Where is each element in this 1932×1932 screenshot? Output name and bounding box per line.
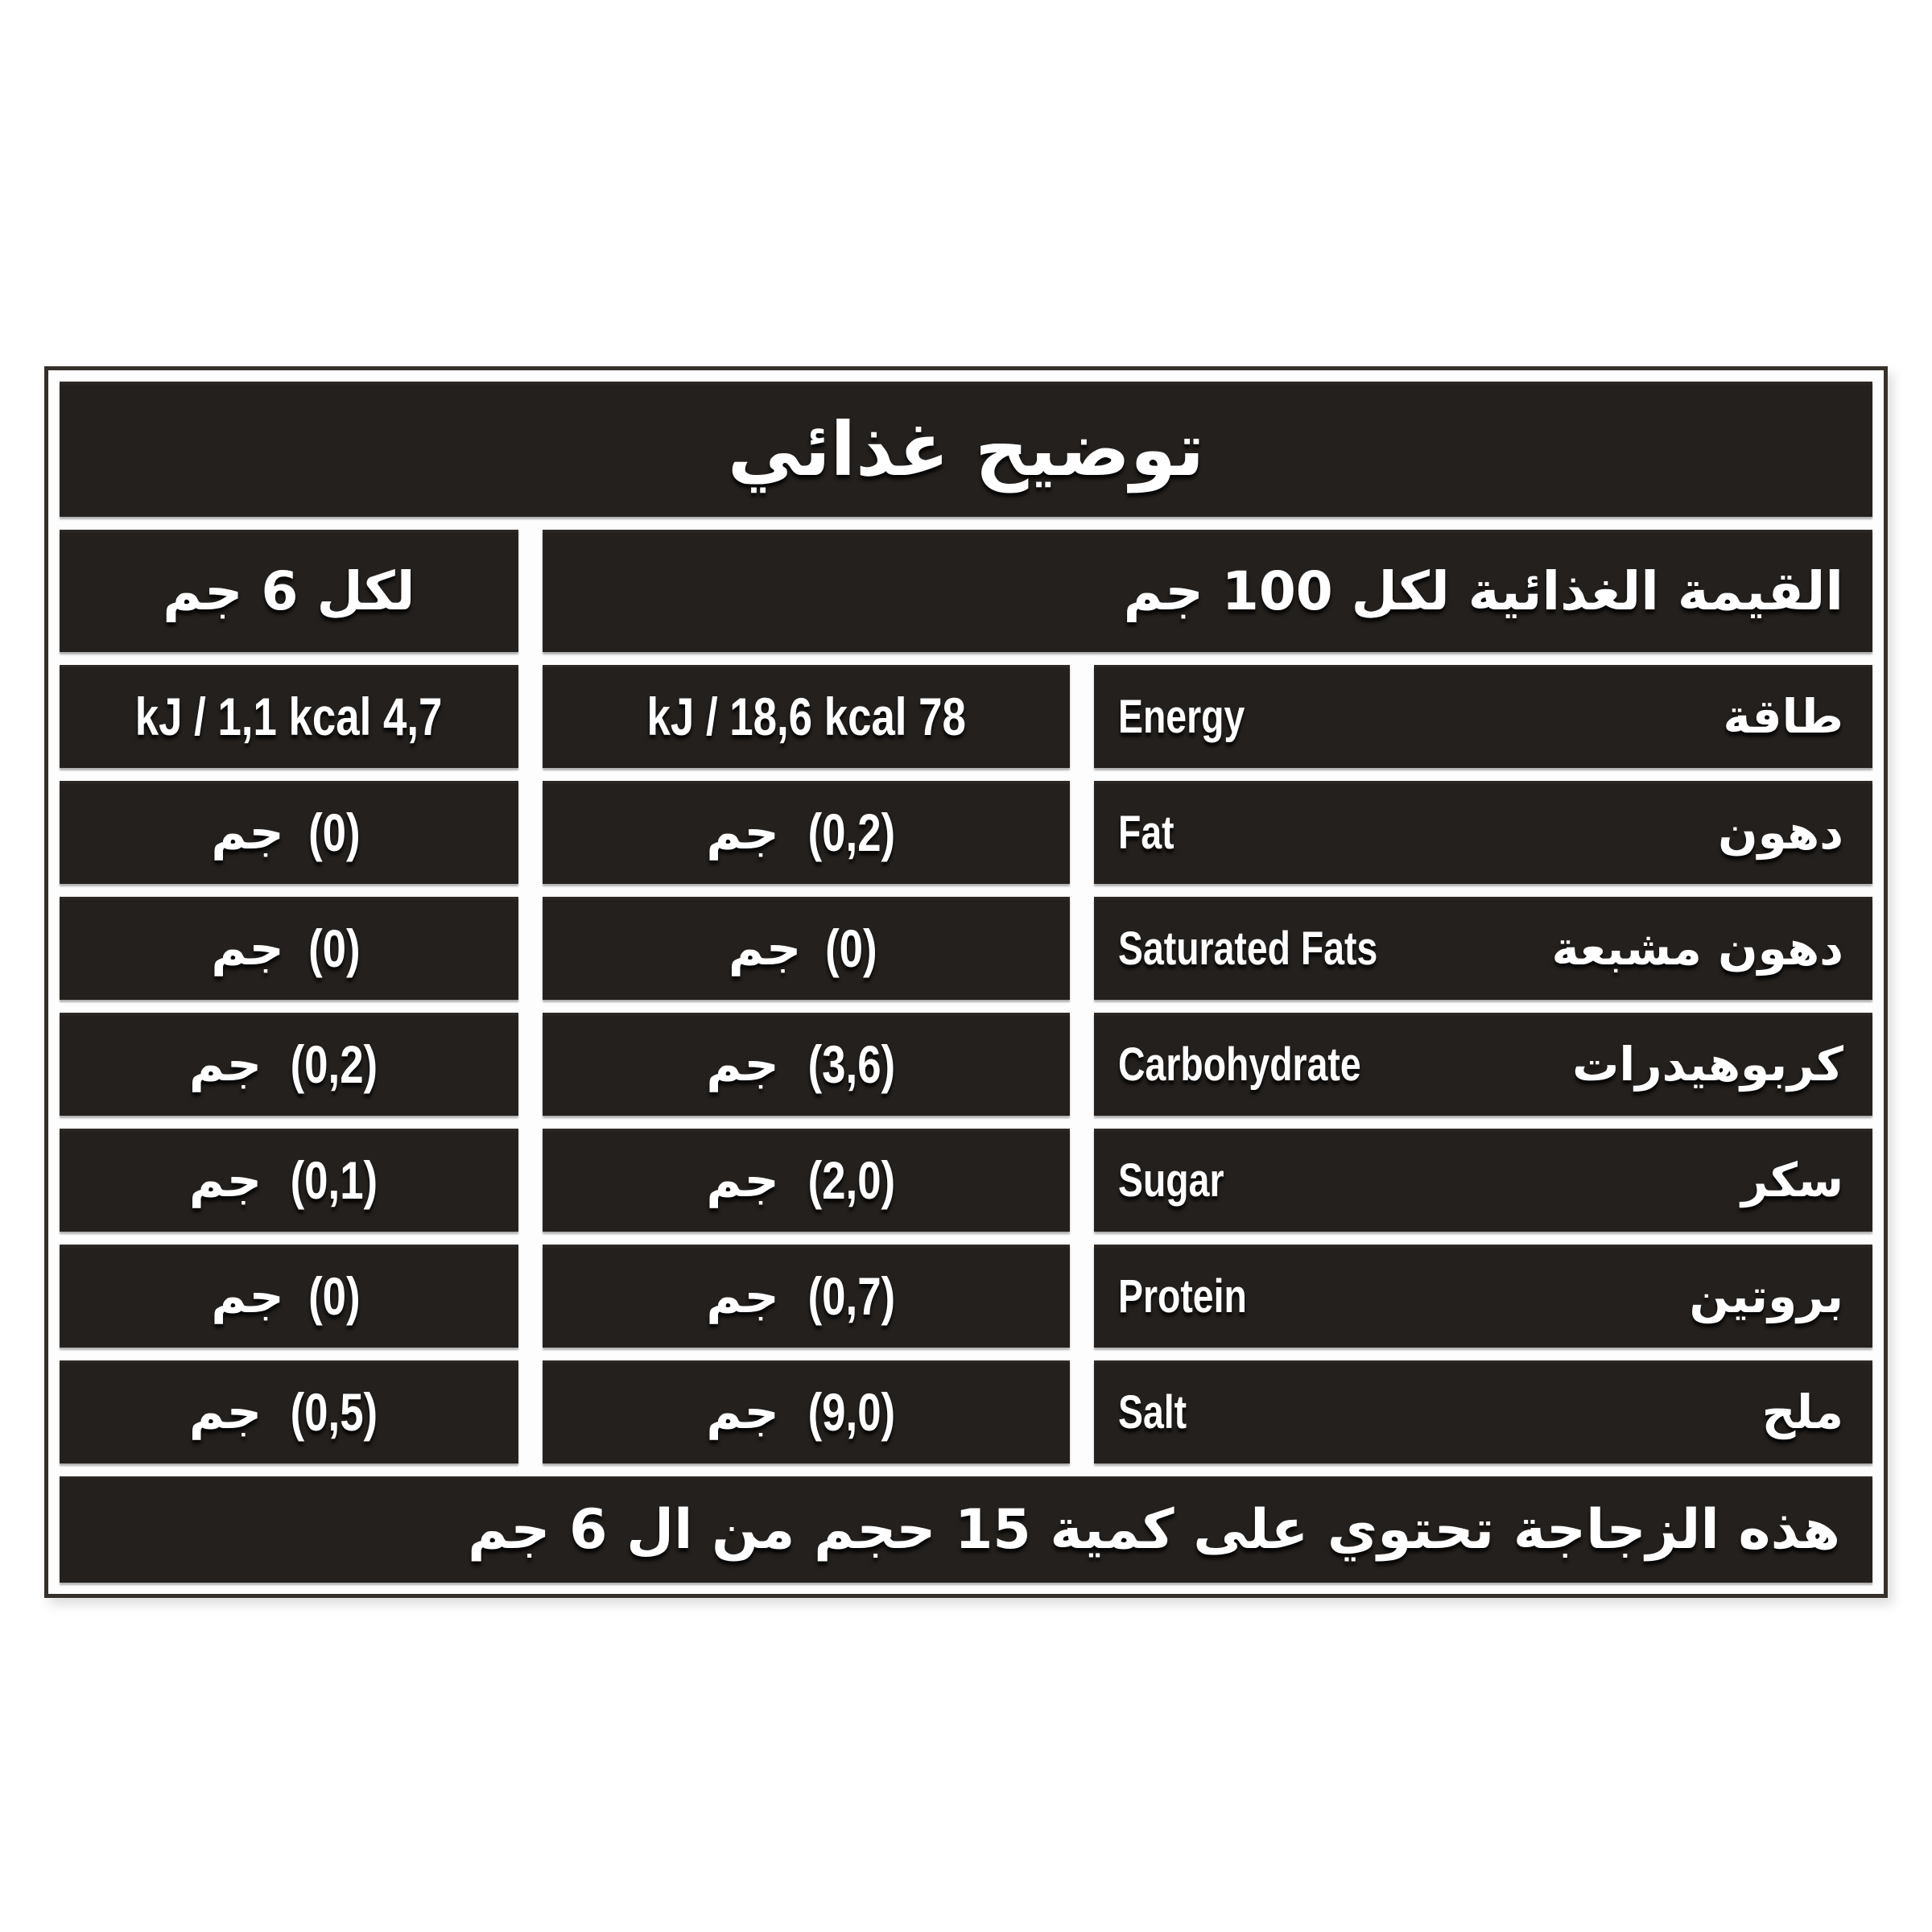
fat-value-per-100g: (0,2) جم [542,781,1071,884]
fat-name-en: Fat [1118,806,1174,859]
salt-value-per-6g: (0,5) جم [60,1360,518,1463]
salt-per-100g-amount: (9,0) [807,1382,895,1442]
saturated-fats-per-100g-amount: (0) [825,919,877,978]
gram-unit: جم [706,1036,779,1092]
row-salt: (0,5) جم (9,0) جم Salt ملح [60,1360,1872,1463]
sugar-name-ar: سكر [1741,1153,1843,1208]
protein-name-en: Protein [1118,1269,1247,1323]
per-100g-column-header: القيمة الغذائية لكل 100 جم [542,530,1872,652]
energy-value-per-100g: 78 kJ / 18,6 kcal [542,665,1071,768]
protein-name-cell: Protein بروتين [1094,1245,1872,1348]
energy-name-ar: طاقة [1723,689,1843,744]
carbohydrate-name-ar: كربوهيدرات [1572,1037,1843,1092]
gram-unit: جم [706,1152,779,1208]
column-header-row: لكل 6 جم القيمة الغذائية لكل 100 جم [60,530,1872,652]
carbohydrate-name-cell: Carbohydrate كربوهيدرات [1094,1013,1872,1116]
gram-unit: جم [211,920,284,976]
sugar-name-cell: Sugar سكر [1094,1129,1872,1232]
fat-value-per-6g: (0) جم [60,781,518,884]
carbohydrate-per-6g-amount: (0,2) [290,1034,378,1094]
gram-unit: جم [188,1152,262,1208]
energy-name-cell: Energy طاقة [1094,665,1872,768]
fat-per-100g-amount: (0,2) [807,803,895,862]
gram-unit: جم [211,1268,284,1324]
fat-name-cell: Fat دهون [1094,781,1872,884]
gram-unit: جم [706,1384,779,1440]
sugar-value-per-6g: (0,1) جم [60,1129,518,1232]
row-protein: (0) جم (0,7) جم Protein بروتين [60,1245,1872,1348]
label-title: توضيح غذائي [60,382,1872,517]
energy-per-6g-amount: 4,7 kJ / 1,1 kcal [135,687,443,746]
salt-name-en: Salt [1118,1385,1187,1439]
row-sugar: (0,1) جم (2,0) جم Sugar سكر [60,1129,1872,1232]
title-row: توضيح غذائي [60,382,1872,517]
saturated-fats-name-cell: Saturated Fats دهون مشبعة [1094,897,1872,1000]
gram-unit: جم [188,1384,262,1440]
saturated-fats-per-6g-amount: (0) [308,919,361,978]
protein-per-6g-amount: (0) [308,1266,361,1326]
carbohydrate-per-100g-amount: (3,6) [807,1034,895,1094]
protein-name-ar: بروتين [1689,1269,1843,1323]
per-6g-column-header: لكل 6 جم [60,530,518,652]
sugar-value-per-100g: (2,0) جم [542,1129,1071,1232]
energy-per-100g-amount: 78 kJ / 18,6 kcal [646,687,966,746]
serving-count-note: هذه الزجاجة تحتوي على كمية 15 حجم من ال … [60,1476,1872,1583]
salt-name-cell: Salt ملح [1094,1360,1872,1463]
fat-per-6g-amount: (0) [308,803,361,862]
gram-unit: جم [706,1268,779,1324]
carbohydrate-name-en: Carbohydrate [1118,1038,1361,1091]
energy-value-per-6g: 4,7 kJ / 1,1 kcal [60,665,518,768]
sugar-per-100g-amount: (2,0) [807,1150,895,1210]
gram-unit: جم [188,1036,262,1092]
row-saturated-fats: (0) جم (0) جم Saturated Fats دهون مشبعة [60,897,1872,1000]
saturated-fats-name-en: Saturated Fats [1118,922,1378,975]
sugar-per-6g-amount: (0,1) [290,1150,378,1210]
gram-unit: جم [211,804,284,861]
gram-unit: جم [728,920,802,976]
salt-value-per-100g: (9,0) جم [542,1360,1071,1463]
protein-value-per-100g: (0,7) جم [542,1245,1071,1348]
saturated-fats-value-per-100g: (0) جم [542,897,1071,1000]
salt-per-6g-amount: (0,5) [290,1382,378,1442]
row-carbohydrate: (0,2) جم (3,6) جم Carbohydrate كربوهيدرا… [60,1013,1872,1116]
salt-name-ar: ملح [1761,1385,1843,1439]
sugar-name-en: Sugar [1118,1154,1224,1207]
protein-per-100g-amount: (0,7) [807,1266,895,1326]
saturated-fats-value-per-6g: (0) جم [60,897,518,1000]
protein-value-per-6g: (0) جم [60,1245,518,1348]
row-fat: (0) جم (0,2) جم Fat دهون [60,781,1872,884]
carbohydrate-value-per-6g: (0,2) جم [60,1013,518,1116]
nutrition-facts-label: توضيح غذائي لكل 6 جم القيمة الغذائية لكل… [44,366,1888,1598]
footer-row: هذه الزجاجة تحتوي على كمية 15 حجم من ال … [60,1476,1872,1583]
row-energy: 4,7 kJ / 1,1 kcal 78 kJ / 18,6 kcal Ener… [60,665,1872,768]
energy-name-en: Energy [1118,690,1245,743]
fat-name-ar: دهون [1718,805,1843,860]
saturated-fats-name-ar: دهون مشبعة [1551,921,1843,976]
gram-unit: جم [706,804,779,861]
carbohydrate-value-per-100g: (3,6) جم [542,1013,1071,1116]
